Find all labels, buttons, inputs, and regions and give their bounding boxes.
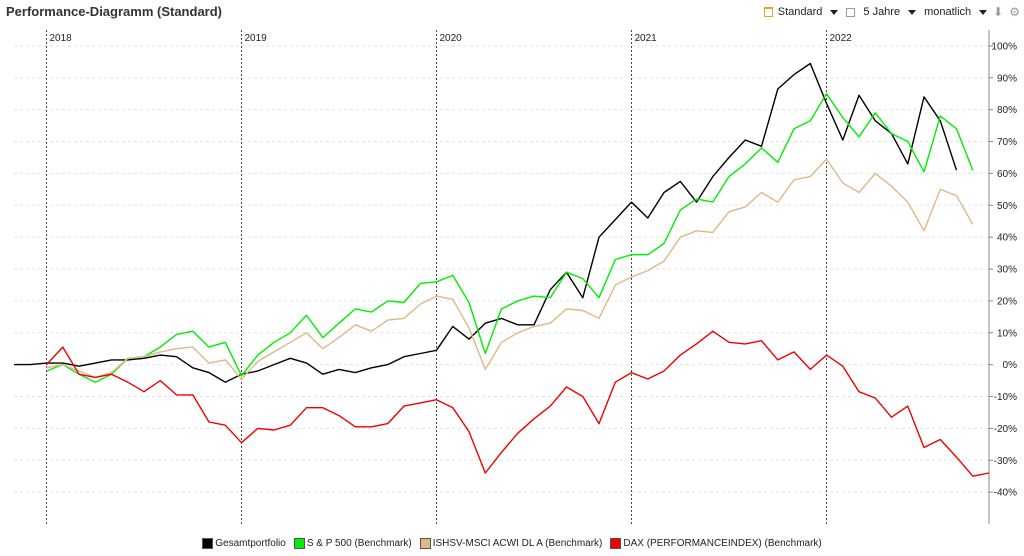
legend-label: S & P 500 (Benchmark)	[306, 537, 412, 549]
download-icon[interactable]: ⬇	[993, 5, 1004, 19]
gear-icon[interactable]: ⚙	[1009, 5, 1020, 19]
interval-dropdown[interactable]: monatlich	[924, 6, 988, 18]
performance-chart: -40% -30% -20% -10% 0% 10% 20% 30% 40% 50% 60% 70% 8…	[14, 30, 1018, 524]
y-tick-label: 100%	[991, 41, 1017, 52]
y-tick-label: 20%	[997, 296, 1017, 307]
standard-view-icon	[763, 7, 773, 17]
legend-item[interactable]: S & P 500 (Benchmark)	[293, 537, 412, 549]
legend-label: Gesamtportfolio	[215, 537, 286, 549]
chevron-down-icon	[979, 9, 988, 15]
view-dropdown[interactable]: Standard	[763, 6, 839, 18]
chart-legend: Gesamtportfolio S & P 500 (Benchmark) ISHS…	[0, 534, 1024, 552]
y-tick-label: -20%	[994, 424, 1017, 435]
y-tick-label: 60%	[997, 169, 1017, 180]
year-marker-label: 2018	[50, 33, 73, 44]
year-marker-label: 2019	[245, 33, 268, 44]
legend-label: DAX (PERFORMANCEINDEX) (Benchmark)	[623, 537, 822, 549]
y-tick-label: 0%	[1003, 360, 1018, 371]
year-marker-label: 2020	[440, 33, 463, 44]
legend-label: ISHSV-MSCI ACWI DL A (Benchmark)	[432, 537, 603, 549]
y-tick-label: -10%	[994, 392, 1017, 403]
y-tick-label: 30%	[997, 265, 1017, 276]
y-tick-label: 40%	[997, 233, 1017, 244]
chevron-down-icon	[908, 9, 917, 15]
legend-item[interactable]: ISHSV-MSCI ACWI DL A (Benchmark)	[419, 537, 603, 549]
legend-swatch	[202, 537, 214, 549]
chart-title: Performance-Diagramm (Standard)	[6, 4, 222, 19]
interval-dropdown-label: monatlich	[924, 6, 972, 18]
legend-swatch	[293, 537, 305, 549]
chevron-down-icon	[830, 9, 839, 15]
y-tick-label: 70%	[997, 137, 1017, 148]
y-tick-label: 90%	[997, 73, 1017, 84]
legend-swatch	[610, 537, 622, 549]
series-line-1	[14, 62, 958, 383]
y-tick-label: -40%	[994, 488, 1017, 499]
series-line-3	[46, 158, 974, 380]
year-marker-label: 2022	[830, 33, 853, 44]
legend-swatch	[419, 537, 431, 549]
chart-toolbar: Standard 5 Jahre monatlich ⬇ ⚙	[756, 4, 1020, 20]
chart-header: Performance-Diagramm (Standard) Standard…	[0, 0, 1024, 24]
period-dropdown[interactable]: 5 Jahre	[846, 6, 917, 18]
period-dropdown-label: 5 Jahre	[863, 6, 901, 18]
view-dropdown-label: Standard	[777, 6, 823, 18]
y-tick-label: 50%	[997, 201, 1017, 212]
calendar-icon	[846, 7, 856, 17]
y-tick-label: -30%	[994, 456, 1017, 467]
legend-item[interactable]: Gesamtportfolio	[202, 537, 286, 549]
year-marker-label: 2021	[635, 33, 658, 44]
legend-item[interactable]: DAX (PERFORMANCEINDEX) (Benchmark)	[610, 537, 822, 549]
series-line-2	[46, 92, 974, 383]
y-tick-label: 80%	[997, 105, 1017, 116]
y-tick-label: 10%	[997, 328, 1017, 339]
series-line-4	[45, 330, 990, 477]
